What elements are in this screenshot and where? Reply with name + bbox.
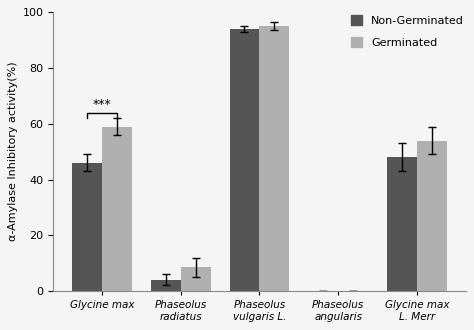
Bar <box>259 26 290 291</box>
Bar <box>417 141 447 291</box>
Bar <box>151 280 181 291</box>
Y-axis label: α-Amylase Inhibitory activity(%): α-Amylase Inhibitory activity(%) <box>9 62 18 242</box>
Legend: Non-Germinated, Germinated: Non-Germinated, Germinated <box>351 15 464 48</box>
Bar <box>387 157 417 291</box>
Bar <box>229 29 259 291</box>
Bar <box>72 163 102 291</box>
Bar <box>102 127 132 291</box>
Text: ***: *** <box>92 98 111 111</box>
Bar <box>181 267 210 291</box>
